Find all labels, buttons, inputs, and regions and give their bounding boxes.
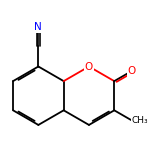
Text: CH₃: CH₃ xyxy=(132,116,149,125)
Text: O: O xyxy=(128,66,136,76)
Text: N: N xyxy=(35,22,42,32)
Text: O: O xyxy=(85,62,93,71)
